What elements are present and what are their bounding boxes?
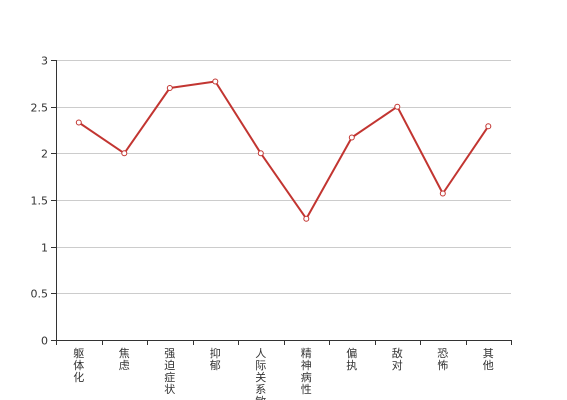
x-tick-label: 抑郁 — [210, 346, 221, 372]
series-line — [77, 80, 490, 220]
data-point[interactable] — [75, 119, 82, 126]
y-tick-label: 1.5 — [31, 195, 49, 208]
data-point[interactable] — [166, 85, 173, 91]
x-tick-label: 其他 — [483, 347, 494, 372]
x-tick-label: 偏执 — [346, 346, 357, 372]
x-tick-label: 躯体化 — [73, 347, 84, 384]
y-tick-label: 0 — [41, 335, 48, 348]
data-point[interactable] — [303, 215, 310, 222]
x-tick-label: 恐怖 — [437, 347, 448, 372]
grid-lines — [56, 60, 511, 294]
y-tick-label: 0.5 — [31, 288, 49, 301]
data-point[interactable] — [394, 103, 401, 110]
y-tick-label: 1 — [41, 242, 48, 255]
y-tick-label: 3 — [41, 55, 48, 68]
y-tick-label: 2 — [41, 148, 48, 161]
x-tick-label: 焦虑 — [119, 347, 130, 372]
data-point[interactable] — [121, 150, 128, 157]
y-tick-label: 2.5 — [31, 102, 49, 115]
x-tick-label: 人际关系敏感 — [255, 347, 266, 400]
series-layer — [75, 78, 492, 222]
data-point[interactable] — [439, 190, 446, 197]
x-tick-label: 敌对 — [392, 346, 403, 372]
data-point[interactable] — [348, 134, 355, 141]
data-point[interactable] — [212, 78, 219, 85]
tick-labels: 0 0.5 1 1.5 2 2.5 3 躯体化 焦虑 强迫症状 抑郁 人际关系敏感 精神病性 偏执 敌对 恐怖… — [31, 55, 494, 400]
x-tick-label: 强迫症状 — [164, 347, 175, 396]
data-point[interactable] — [257, 150, 264, 157]
data-point[interactable] — [485, 123, 492, 130]
x-tick-label: 精神病性 — [301, 347, 312, 396]
axes — [51, 60, 512, 345]
